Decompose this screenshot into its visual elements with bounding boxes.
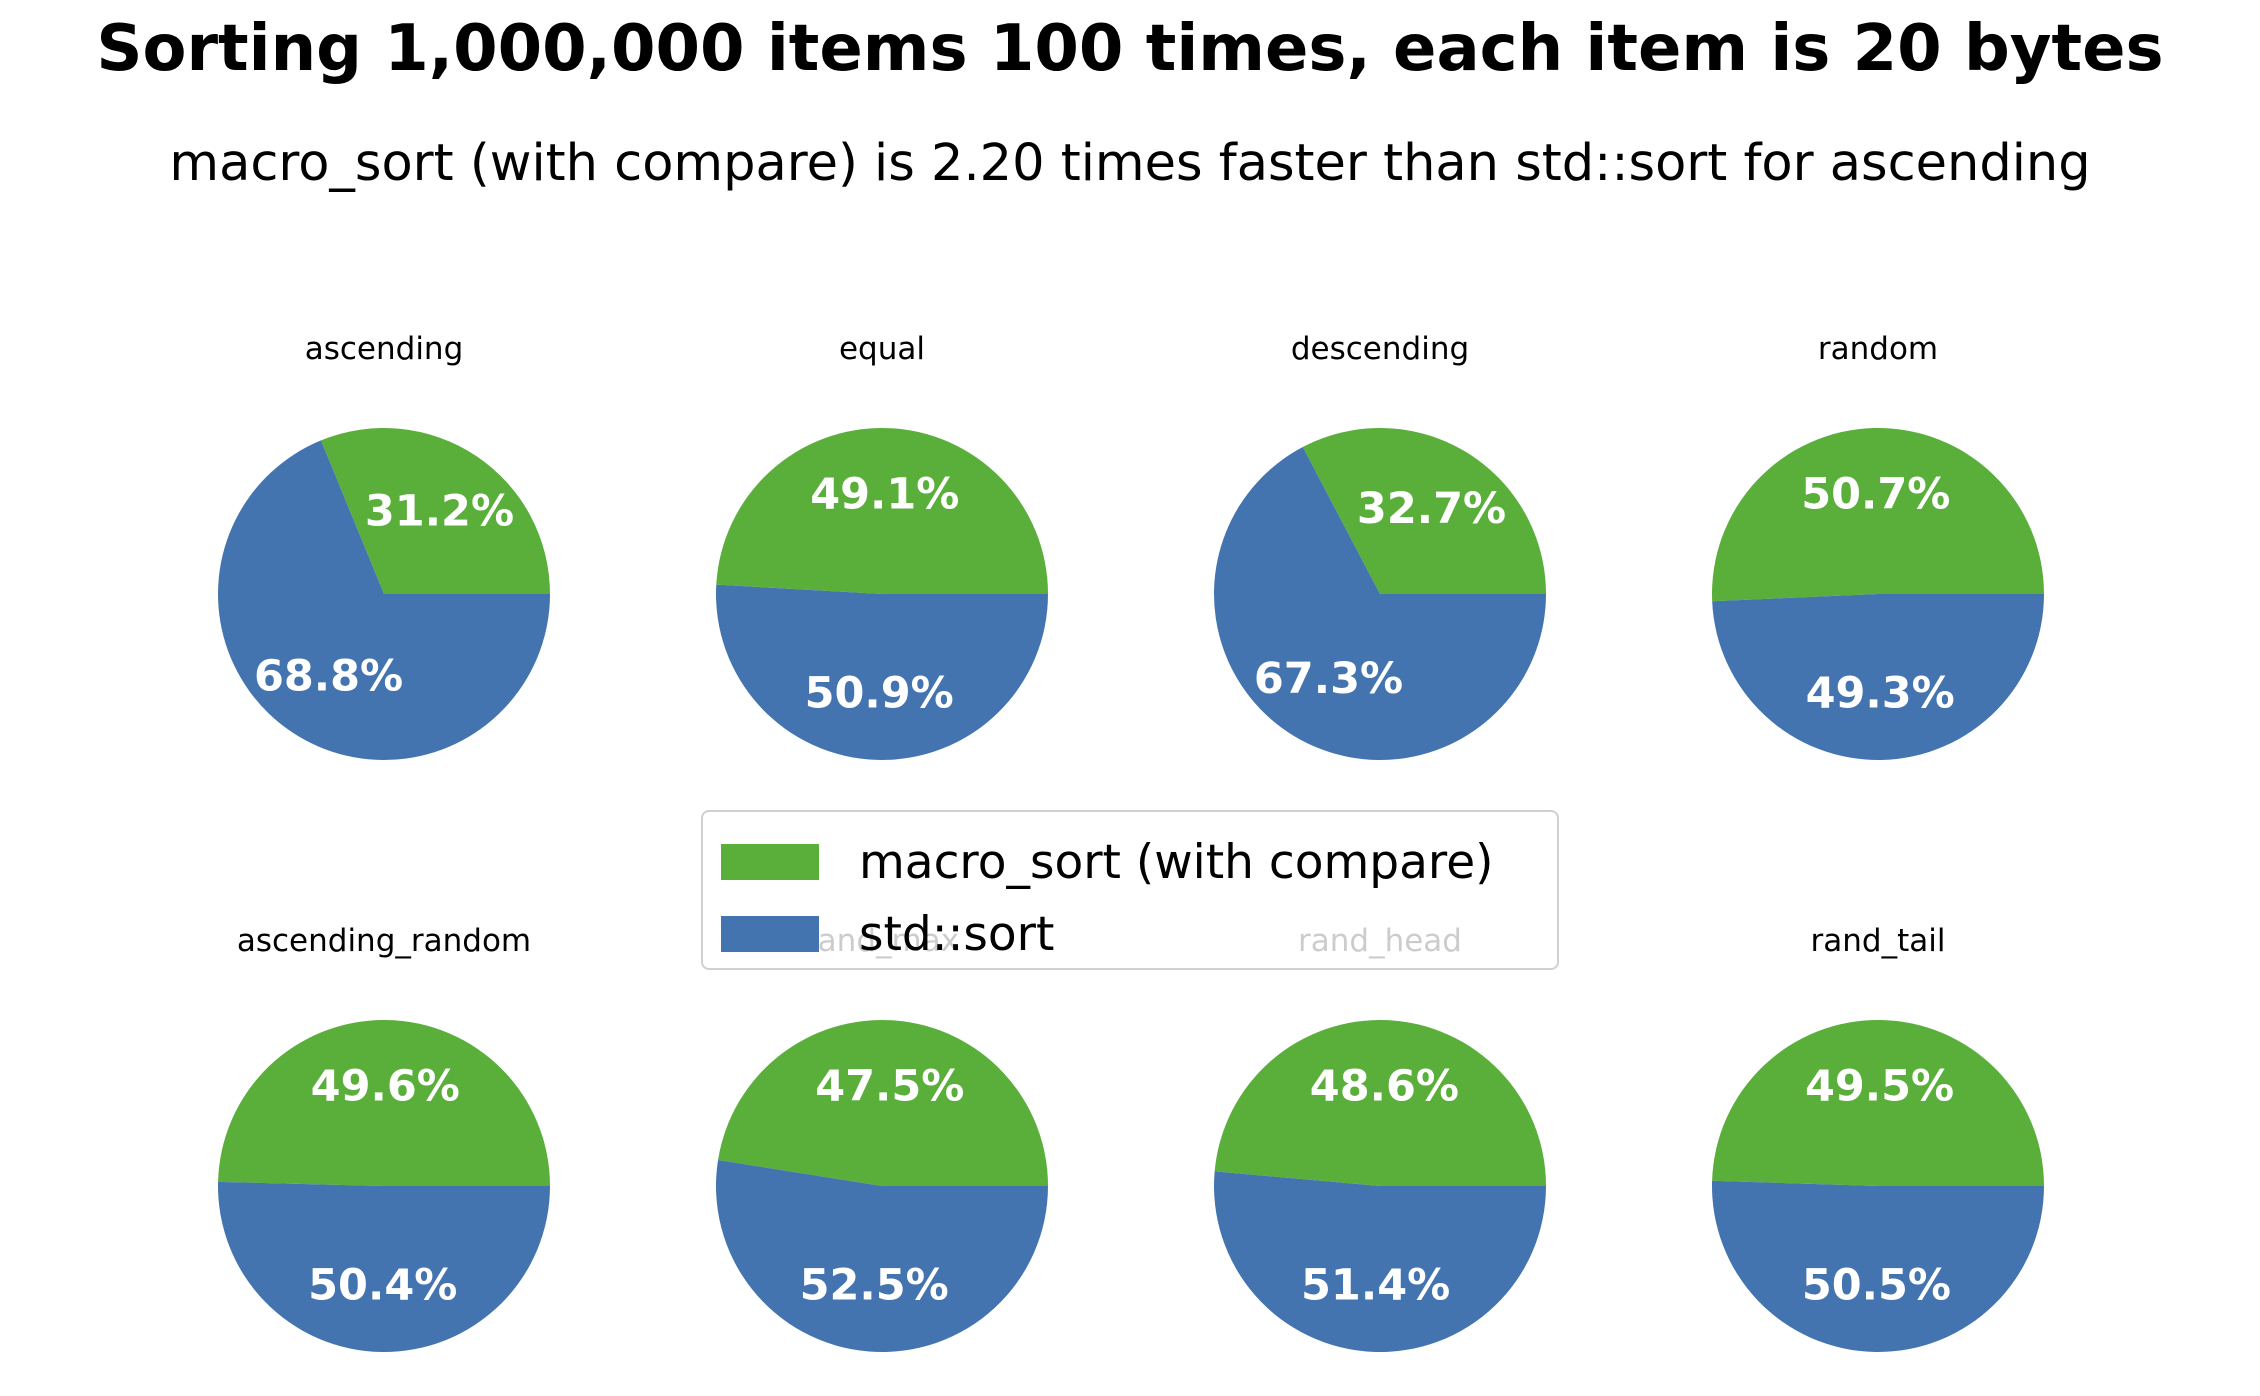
pie-title: rand_tail <box>1811 923 1946 959</box>
pie-pct-label-macro-sort: 49.1% <box>810 469 959 519</box>
pie-slice-macro-sort <box>1302 428 1546 594</box>
pie-pct-label-macro-sort: 49.6% <box>311 1061 460 1111</box>
pie-pct-label-macro-sort: 31.2% <box>365 486 514 536</box>
pie-slice-macro-sort <box>1712 1020 2044 1186</box>
pie-slice-std-sort <box>1711 1180 2044 1353</box>
pie-slice-std-sort <box>716 1160 1048 1353</box>
pie-pct-label-std-sort: 49.3% <box>1806 669 1955 719</box>
pie-title: equal <box>839 331 925 367</box>
chart-subtitle: macro_sort (with compare) is 2.20 times … <box>169 134 2090 193</box>
pie-pct-label-std-sort: 50.4% <box>308 1261 457 1311</box>
legend-entry-std-sort: std::sort <box>721 906 1054 962</box>
pie-pct-label-std-sort: 50.9% <box>805 669 954 719</box>
pie-descending: descending 32.7% 67.3% <box>1214 331 1546 760</box>
pie-title: random <box>1818 331 1938 367</box>
pie-pct-label-std-sort: 67.3% <box>1254 654 1403 704</box>
pie-slice-macro-sort <box>716 427 1048 594</box>
pie-slice-macro-sort <box>320 428 550 594</box>
pie-slice-macro-sort <box>218 1020 550 1186</box>
pie-rand-head: rand_head48.6%51.4% <box>1213 923 1546 1353</box>
pie-slice-macro-sort <box>1712 428 2044 602</box>
pie-pct-label-std-sort: 51.4% <box>1301 1261 1450 1311</box>
pie-rand-tail: rand_tail 49.5% 50.5% <box>1711 923 2044 1353</box>
pie-ascending: ascending 31.2% 68.8% <box>218 331 550 760</box>
pie-pct-label-macro-sort: 49.5% <box>1805 1061 1954 1111</box>
pie-slice-std-sort <box>1213 1171 1546 1353</box>
legend-label-macro-sort: macro_sort (with compare) <box>859 834 1494 890</box>
legend-label-std-sort: std::sort <box>859 906 1055 962</box>
pie-pct-label-std-sort: 68.8% <box>254 652 403 702</box>
pie-slice-std-sort <box>1214 447 1546 760</box>
pie-pct-label-macro-sort: 32.7% <box>1357 484 1506 534</box>
pie-rand-max: rand_max47.5%52.5% <box>716 923 1048 1353</box>
pie-slice-std-sort <box>1712 594 2044 761</box>
pie-pct-label-macro-sort: 50.7% <box>1801 469 1950 519</box>
pie-title: descending <box>1291 331 1469 367</box>
legend-swatch-std-sort <box>721 916 819 952</box>
pie-pct-label-std-sort: 50.5% <box>1802 1261 1951 1311</box>
pie-slice-macro-sort <box>718 1020 1048 1186</box>
pie-equal: equal 49.1% 50.9% <box>716 331 1048 760</box>
pie-slice-std-sort <box>218 440 550 760</box>
legend: macro_sort (with compare) std::sort <box>701 810 1559 970</box>
pie-ascending-random: ascending_random 49.6% 50.4% <box>217 923 550 1353</box>
pie-random: random 50.7% 49.3% <box>1712 331 2044 761</box>
pie-slice-std-sort <box>716 584 1048 760</box>
pie-slice-std-sort <box>217 1181 550 1353</box>
pie-grid: ascending 31.2% 68.8% equal 49.1% 50.9% descen… <box>217 331 2044 1353</box>
pie-title: ascending_random <box>237 923 531 959</box>
pie-slice-macro-sort <box>1214 1020 1546 1186</box>
pie-title: ascending <box>305 331 464 367</box>
pie-pct-label-std-sort: 52.5% <box>800 1260 949 1310</box>
pie-pct-label-macro-sort: 47.5% <box>815 1062 964 1112</box>
chart-title: Sorting 1,000,000 items 100 times, each … <box>96 12 2163 86</box>
legend-entry-macro-sort: macro_sort (with compare) <box>721 834 1493 890</box>
legend-swatch-macro-sort <box>721 844 819 880</box>
pie-pct-label-macro-sort: 48.6% <box>1310 1061 1459 1111</box>
